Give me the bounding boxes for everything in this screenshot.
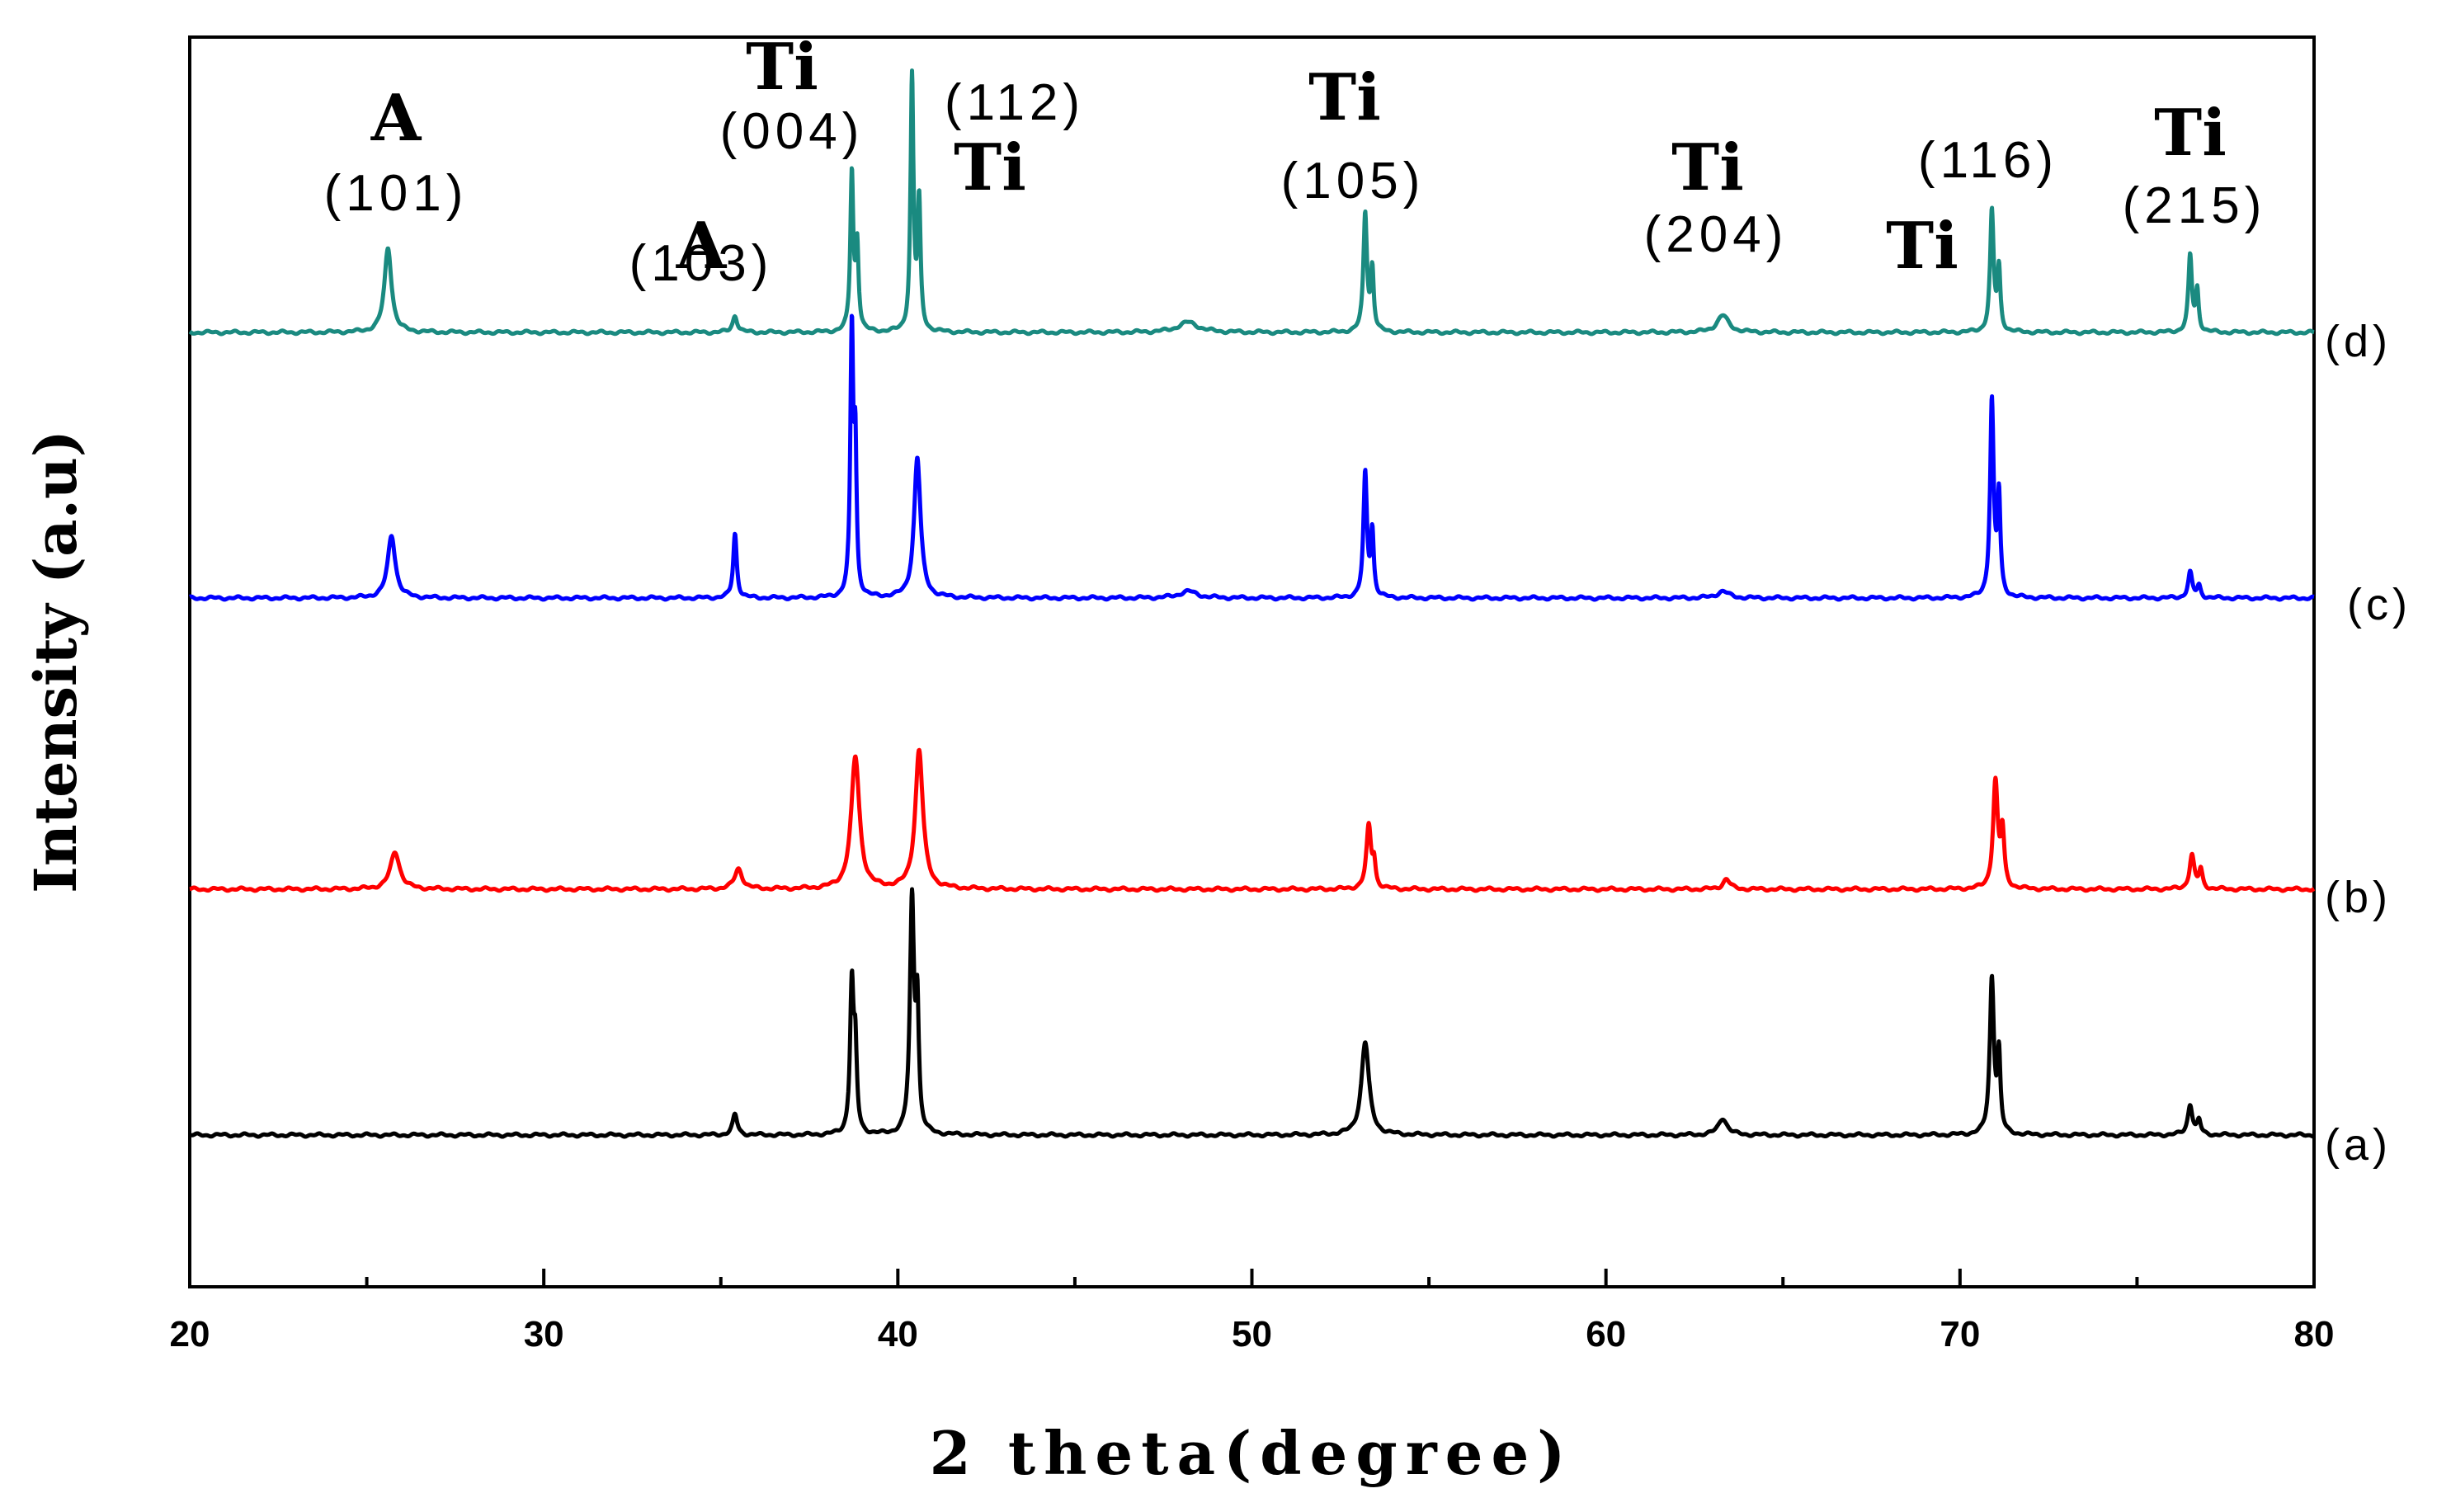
miller-index-label: (105) [1281, 153, 1426, 210]
x-tick-label: 20 [170, 1314, 210, 1354]
phase-label: Ti [954, 130, 1026, 205]
plot-frame [188, 35, 2316, 1288]
y-axis-title: Intensity (a.u) [21, 430, 90, 893]
miller-index-label: (004) [720, 103, 865, 160]
trace-label: (a) [2325, 1120, 2392, 1170]
x-tick-label: 50 [1232, 1314, 1272, 1354]
phase-label: Ti [1671, 130, 1744, 205]
series-layer [188, 68, 2316, 1139]
phase-label: Ti [1886, 209, 1958, 284]
phase-label: Ti [1308, 60, 1381, 135]
phase-label: Ti [746, 30, 818, 105]
series-line-3 [188, 68, 2316, 337]
series-line-2 [188, 313, 2316, 602]
series-line-0 [188, 887, 2316, 1139]
miller-index-label: (215) [2123, 177, 2267, 234]
x-axis-ticks: 20 30 40 50 60 70 80 [170, 1269, 2335, 1354]
trace-label: (d) [2325, 317, 2392, 366]
trace-label-layer: (a) (b) (c) (d) [2325, 317, 2411, 1170]
trace-label: (c) [2347, 580, 2411, 629]
x-tick-label: 70 [1940, 1314, 1980, 1354]
phase-label: Ti [2154, 96, 2227, 171]
x-tick-label: 80 [2294, 1314, 2335, 1354]
phase-label: A [676, 209, 728, 284]
x-tick-label: 60 [1586, 1314, 1626, 1354]
miller-index-label: (116) [1918, 132, 2058, 189]
x-tick-label: 40 [878, 1314, 918, 1354]
x-tick-label: 30 [524, 1314, 564, 1354]
miller-index-label: (103) [629, 235, 774, 292]
x-axis-title: 2 theta(degree) [930, 1418, 1574, 1488]
trace-label: (b) [2325, 873, 2392, 922]
miller-index-label: (101) [324, 165, 469, 222]
miller-index-label: (112) [945, 74, 1085, 131]
miller-index-label: (204) [1644, 206, 1789, 263]
phase-label: A [370, 81, 422, 156]
series-line-1 [188, 747, 2316, 893]
